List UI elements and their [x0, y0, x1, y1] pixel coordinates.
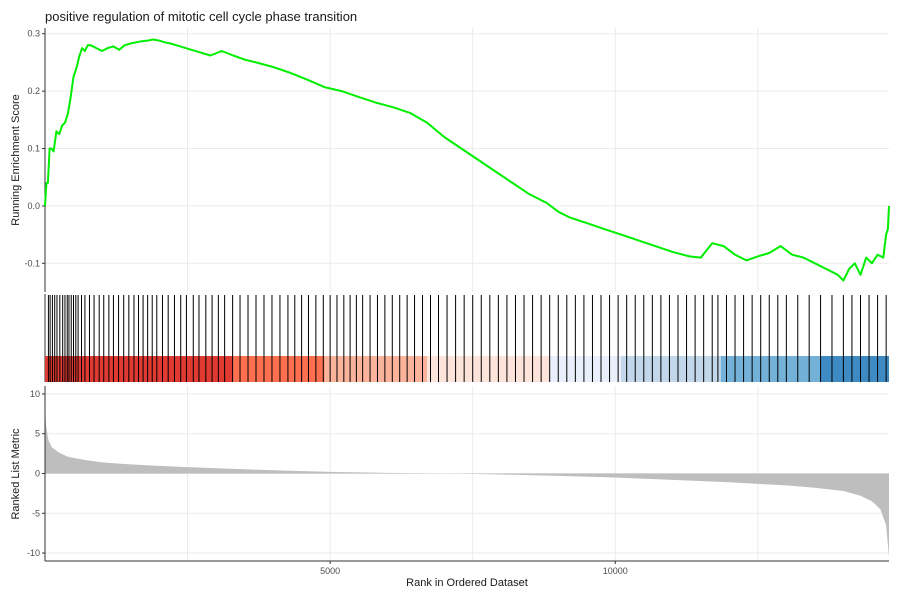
- color-band-6: [720, 356, 821, 382]
- color-band-4: [549, 356, 621, 382]
- metric-y-tick-label: 5: [35, 429, 40, 439]
- metric-y-tick-label: 10: [30, 389, 40, 399]
- hit-panel: [44, 294, 889, 382]
- color-band-5: [620, 356, 721, 382]
- es-y-tick-label: 0.0: [27, 201, 40, 211]
- x-tick-label: 10000: [603, 566, 628, 576]
- es-y-tick-label: 0.3: [27, 29, 40, 39]
- color-band-1: [233, 356, 325, 382]
- es-panel-series: [44, 38, 890, 282]
- x-axis-label: Rank in Ordered Dataset: [406, 577, 528, 589]
- color-band-7: [820, 356, 889, 382]
- running-es-line: [44, 38, 890, 282]
- metric-y-tick-label: 0: [35, 469, 40, 479]
- chart-title: positive regulation of mitotic cell cycl…: [45, 9, 357, 24]
- ranked-metric-area: [45, 405, 889, 557]
- es-y-axis-label: Running Enrichment Score: [10, 94, 22, 225]
- metric-panel-area: [45, 405, 889, 557]
- color-band-2: [324, 356, 428, 382]
- es-panel-gridlines: [45, 28, 889, 292]
- es-y-tick-label: 0.2: [27, 86, 40, 96]
- metric-panel-y-ticks: -10 -5 0 5 10: [27, 389, 45, 558]
- gene-hit-ticks: [47, 295, 887, 382]
- es-y-tick-label: 0.1: [27, 144, 40, 154]
- color-band-3: [427, 356, 550, 382]
- color-band-0: [45, 356, 234, 382]
- rank-color-bar: [45, 356, 889, 382]
- metric-y-axis-label: Ranked List Metric: [10, 428, 22, 520]
- metric-y-tick-label: -10: [27, 548, 40, 558]
- metric-y-tick-label: -5: [32, 508, 40, 518]
- es-panel-y-ticks: -0.1 0.0 0.1 0.2 0.3: [24, 29, 45, 268]
- metric-panel-x-ticks: 5000 10000: [320, 561, 628, 576]
- x-tick-label: 5000: [320, 566, 340, 576]
- es-y-tick-label: -0.1: [24, 258, 40, 268]
